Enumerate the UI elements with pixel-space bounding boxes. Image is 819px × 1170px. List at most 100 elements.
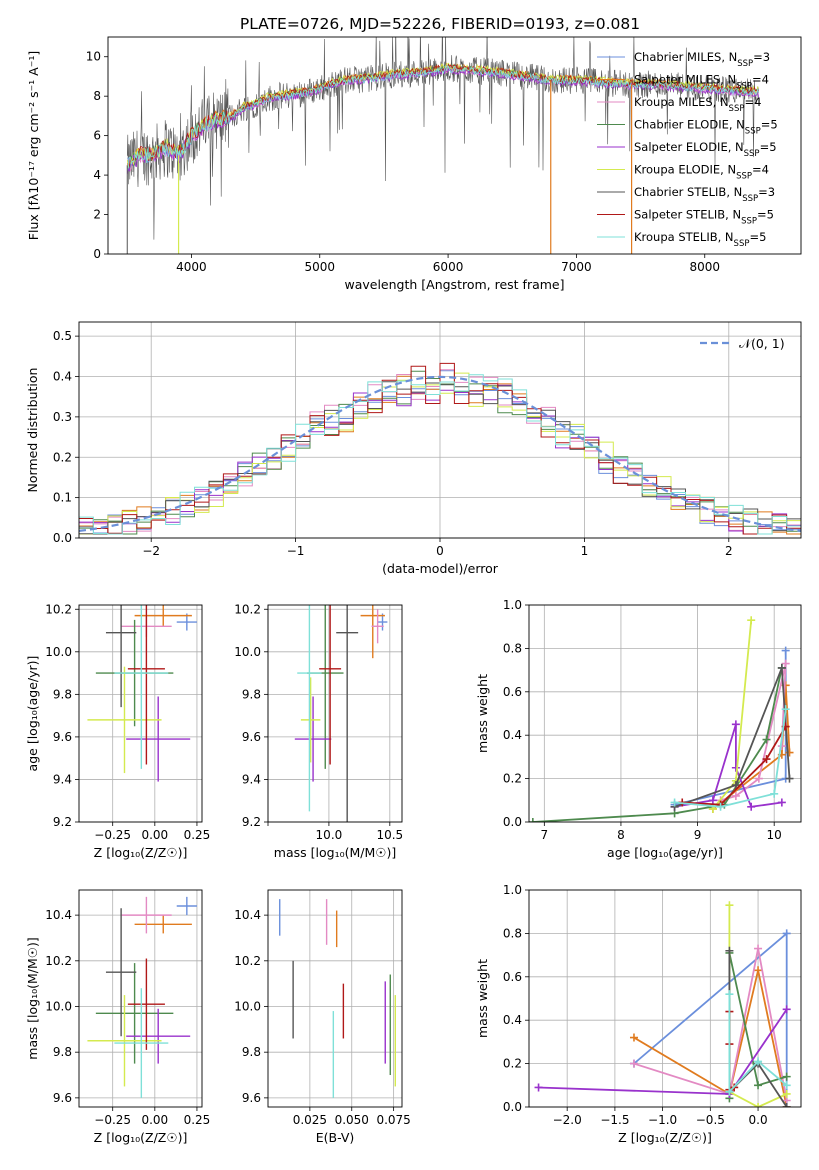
plot-area	[87, 605, 197, 782]
axes-frame	[267, 604, 403, 823]
y-tick-label: 10.2	[234, 602, 261, 616]
legend-entry: Kroupa ELODIE, NSSP=4	[634, 163, 769, 182]
weight-marker	[754, 1081, 763, 1090]
axes-frame	[528, 604, 802, 823]
weight-marker	[731, 720, 740, 729]
weight-marker	[747, 802, 756, 811]
x-tick-label: 5000	[304, 260, 335, 274]
error-bar-point	[114, 605, 169, 769]
error-bar-point	[134, 915, 192, 934]
x-tick-label: 9	[694, 828, 702, 842]
error-bar-point	[377, 613, 388, 631]
axes-frame	[528, 889, 802, 1108]
axes-frame	[78, 321, 802, 539]
plot-area	[294, 605, 388, 822]
x-tick-label: 0.075	[376, 1113, 410, 1127]
y-tick-label: 0.8	[503, 641, 522, 655]
legend-entry: Kroupa STELIB, NSSP=5	[634, 230, 766, 249]
x-axis-label: mass [log₁₀(M/M☉)]	[274, 845, 396, 860]
y-tick-label: 0.2	[53, 450, 72, 464]
y-tick-label: 9.6	[242, 730, 261, 744]
normal-curve	[79, 375, 801, 532]
x-tick-label: 0.00	[141, 828, 168, 842]
x-axis-label: Z [log₁₀(Z/Z☉)]	[94, 1130, 188, 1145]
y-tick-label: 10.2	[45, 954, 72, 968]
y-tick-label: 9.8	[242, 687, 261, 701]
axes-frame	[78, 889, 203, 1108]
weight-line	[728, 994, 788, 1095]
x-tick-label: −0.25	[94, 1113, 131, 1127]
weight-marker	[777, 798, 786, 807]
panel-weight-vs-age: 7 8 9 10 0.0 0.2 0.4 0.6 0.8 1.0 age [log₁₀(age/yr…	[475, 598, 802, 860]
weight-marker	[781, 705, 790, 714]
y-tick-label: 9.4	[53, 772, 72, 786]
plot-area	[529, 616, 794, 822]
y-tick-label: 10.4	[234, 908, 261, 922]
y-tick-label: 0	[93, 247, 101, 261]
y-tick-label: 0.3	[53, 410, 72, 424]
x-tick-label: 7	[541, 828, 549, 842]
y-tick-label: 0.2	[503, 1057, 522, 1071]
error-bar-point	[297, 605, 322, 812]
y-axis-label: mass weight	[475, 959, 490, 1038]
x-tick-label: 0.050	[335, 1113, 369, 1127]
error-bar-point	[121, 896, 172, 934]
axes-frame	[78, 604, 203, 823]
weight-marker	[781, 659, 790, 668]
error-bar-point	[105, 605, 137, 708]
panel-mass-vs-z: −0.25 0.00 0.25 9.6 9.8 10.0 10.2 10.4 Z [log₁₀(…	[25, 889, 210, 1145]
x-tick-label: −1.0	[648, 1113, 677, 1127]
y-tick-label: 0.0	[503, 815, 522, 829]
x-tick-label: 0	[436, 544, 444, 558]
weight-marker	[754, 774, 763, 783]
weight-marker	[782, 1081, 791, 1090]
spectrum-line	[127, 63, 759, 168]
y-tick-label: 0.2	[503, 772, 522, 786]
y-tick-label: 0.4	[53, 370, 72, 384]
weight-marker	[725, 946, 734, 955]
x-tick-label: 10	[767, 828, 782, 842]
y-tick-label: 9.6	[53, 1091, 72, 1105]
legend-entry: Chabrier ELODIE, NSSP=5	[634, 118, 778, 137]
error-bar-point	[87, 995, 162, 1087]
weight-marker	[716, 802, 725, 811]
panel-age-vs-z: −0.25 0.00 0.25 9.2 9.4 9.6 9.8 10.0 10.2 Z [log₁…	[25, 602, 210, 860]
x-tick-label: 8	[617, 828, 625, 842]
x-axis-label: (data-model)/error	[382, 561, 499, 576]
y-tick-label: 0.0	[53, 531, 72, 545]
y-tick-label: 4	[93, 168, 101, 182]
y-axis-label: age [log₁₀(age/yr)]	[25, 656, 40, 772]
y-tick-label: 9.8	[242, 1045, 261, 1059]
x-tick-label: 2	[725, 544, 733, 558]
weight-line	[674, 724, 782, 808]
y-tick-label: 10.4	[45, 908, 72, 922]
plot-area	[279, 899, 396, 1098]
y-tick-label: 6	[93, 129, 101, 143]
y-tick-label: 0.6	[503, 970, 522, 984]
x-tick-label: −1	[287, 544, 305, 558]
weight-marker	[754, 944, 763, 953]
plot-area	[79, 362, 801, 535]
weight-marker	[629, 1033, 638, 1042]
error-bar-point	[300, 677, 321, 763]
error-bar-point	[95, 963, 174, 1064]
weight-marker	[747, 616, 756, 625]
y-tick-label: 10.0	[234, 999, 261, 1013]
weight-marker	[777, 663, 786, 672]
plot-area	[126, 37, 759, 254]
histogram-step	[79, 374, 801, 535]
weight-marker	[770, 789, 779, 798]
weight-marker	[762, 755, 771, 764]
y-axis-label: mass weight	[475, 674, 490, 753]
x-tick-label: −2	[142, 544, 160, 558]
y-tick-label: 0.6	[503, 685, 522, 699]
weight-marker	[725, 1087, 734, 1096]
y-tick-label: 9.6	[53, 730, 72, 744]
weight-marker	[670, 798, 679, 807]
error-bar-point	[176, 613, 197, 631]
weight-marker	[629, 1059, 638, 1068]
error-bar-point	[126, 696, 191, 782]
error-bar-point	[360, 605, 385, 659]
weight-marker	[754, 1057, 763, 1066]
weight-line	[633, 970, 788, 1107]
